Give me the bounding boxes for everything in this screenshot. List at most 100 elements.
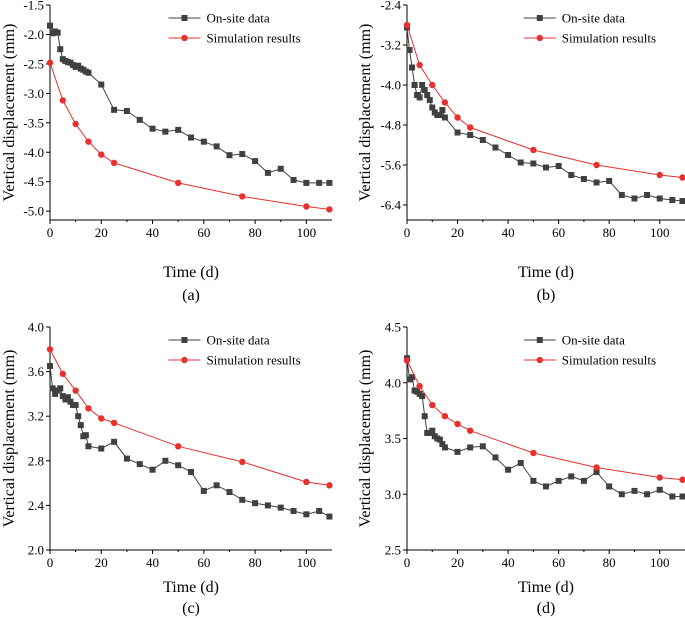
x-tick-label: 60 <box>552 555 565 570</box>
data-point-onsite <box>149 125 156 132</box>
data-point-onsite <box>252 158 259 165</box>
x-tick-label: 100 <box>650 225 670 240</box>
data-point-onsite <box>75 413 82 420</box>
data-point-onsite <box>57 46 64 53</box>
legend-marker-circle <box>536 356 543 364</box>
x-tick-label: 60 <box>197 555 210 570</box>
data-point-onsite <box>123 455 130 462</box>
data-point-simulation <box>303 478 310 486</box>
data-point-onsite <box>72 402 79 409</box>
y-tick-label: -2.5 <box>23 56 44 71</box>
x-tick-label: 60 <box>197 225 210 240</box>
legend-marker-square <box>181 337 188 343</box>
data-point-simulation <box>326 206 333 213</box>
data-point-onsite <box>679 198 685 204</box>
legend: On-site data Simulation results <box>523 11 656 46</box>
data-point-onsite <box>52 390 59 397</box>
y-tick-label: -4.0 <box>380 78 401 93</box>
y-tick-label: -5.6 <box>380 158 401 173</box>
series-line-simulation <box>49 62 330 210</box>
y-tick-label: 4.0 <box>28 320 44 335</box>
data-point-onsite <box>316 179 323 186</box>
data-point-simulation <box>530 146 537 154</box>
data-point-simulation <box>403 21 411 29</box>
y-tick-label: 2.4 <box>28 498 45 513</box>
data-point-onsite <box>226 152 233 159</box>
x-tick-label: 40 <box>502 225 515 240</box>
data-point-onsite <box>85 69 92 76</box>
data-point-simulation <box>656 474 663 481</box>
data-point-simulation <box>46 59 54 66</box>
data-point-onsite <box>429 427 436 434</box>
data-point-onsite <box>213 143 220 150</box>
legend-label: Simulation results <box>562 31 656 46</box>
data-point-simulation <box>46 346 54 353</box>
legend-marker-circle <box>181 356 188 364</box>
data-point-onsite <box>290 507 297 514</box>
data-point-simulation <box>326 482 333 489</box>
x-tick-label: 0 <box>404 225 411 240</box>
data-point-simulation <box>454 420 461 428</box>
legend-marker-square <box>536 337 543 343</box>
data-point-simulation <box>98 151 105 158</box>
data-point-simulation <box>416 382 423 390</box>
x-tick-label: 100 <box>650 555 670 570</box>
legend-marker-square <box>181 15 188 21</box>
x-tick-label: 60 <box>552 225 565 240</box>
data-point-onsite <box>409 64 416 71</box>
data-point-onsite <box>644 491 651 498</box>
y-tick-label: 2.0 <box>28 543 44 558</box>
chart-panel-d: 0 20 40 60 80 100 2.5 3.0 3.5 4.0 4.5 Time (d) Verti… <box>357 320 685 617</box>
x-tick-label: 40 <box>146 555 159 570</box>
legend: On-site data Simulation results <box>168 333 301 368</box>
chart-panel-b: 0 20 40 60 80 100 -6.4 -5.6 -4.8 -4.0 -3.2 -2.4 Time… <box>357 0 685 304</box>
data-point-onsite <box>136 116 143 123</box>
data-point-onsite <box>326 179 333 186</box>
legend-label: On-site data <box>206 11 269 26</box>
y-tick-label: -1.5 <box>23 0 44 13</box>
data-point-onsite <box>406 47 413 53</box>
series-line-simulation <box>406 360 683 481</box>
data-point-onsite <box>644 192 651 198</box>
data-point-onsite <box>530 477 537 484</box>
data-point-onsite <box>555 477 562 484</box>
y-tick-label: 3.2 <box>28 409 44 424</box>
data-point-onsite <box>593 468 600 475</box>
y-tick-label: -4.5 <box>23 174 44 189</box>
x-tick-label: 0 <box>47 225 54 240</box>
data-point-onsite <box>543 483 549 490</box>
y-axis-label: Vertical displacement (mm) <box>357 24 374 202</box>
legend-label: Simulation results <box>206 353 300 368</box>
legend-marker-square <box>536 15 543 21</box>
data-point-simulation <box>98 415 105 422</box>
data-point-onsite <box>593 179 600 186</box>
legend-label: Simulation results <box>562 353 656 368</box>
x-axis-label: Time (d) <box>163 264 219 281</box>
data-point-onsite <box>606 178 613 184</box>
y-tick-label: -2.0 <box>23 27 44 42</box>
y-tick-label: 2.5 <box>385 543 401 558</box>
y-tick-label: 3.0 <box>385 487 401 502</box>
data-point-onsite <box>303 179 310 186</box>
data-point-onsite <box>326 513 333 520</box>
data-point-onsite <box>631 487 638 494</box>
data-point-simulation <box>593 161 600 169</box>
y-tick-label: -4.8 <box>380 118 401 133</box>
data-point-onsite <box>123 108 130 115</box>
data-point-onsite <box>454 448 461 455</box>
data-point-onsite <box>426 97 433 103</box>
data-point-onsite <box>67 398 74 405</box>
data-point-onsite <box>439 107 446 113</box>
series-line-simulation <box>406 24 683 178</box>
data-point-onsite <box>436 112 443 118</box>
x-tick-label: 100 <box>297 225 317 240</box>
data-point-simulation <box>303 203 310 210</box>
y-tick-label: 3.6 <box>28 364 45 379</box>
legend-label: On-site data <box>562 11 625 26</box>
data-point-simulation <box>466 427 474 434</box>
data-point-onsite <box>580 477 587 484</box>
data-point-onsite <box>64 394 71 401</box>
data-point-simulation <box>441 99 449 106</box>
data-point-onsite <box>59 393 66 400</box>
data-point-onsite <box>656 195 663 202</box>
